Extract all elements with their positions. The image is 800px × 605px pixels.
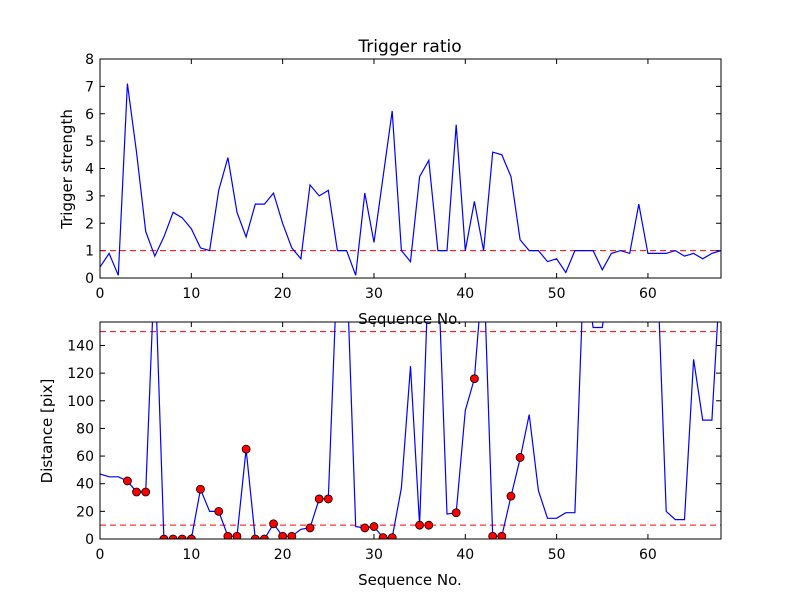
data-point-marker	[177, 534, 187, 539]
plot-frame	[99, 321, 722, 540]
data-point-marker	[515, 453, 525, 462]
x-tick-label: 30	[365, 286, 383, 302]
data-point-marker	[269, 519, 278, 529]
y-axis-ticks: 0 20 40 60 80 100 120 140	[67, 338, 721, 548]
data-point-marker	[232, 531, 242, 539]
plot-frame	[99, 58, 722, 279]
x-tick-label: 20	[274, 547, 292, 563]
x-axis-label: Sequence No.	[358, 571, 462, 589]
x-tick-label: 10	[182, 547, 200, 563]
series-line	[100, 83, 721, 276]
data-point-marker	[497, 531, 507, 539]
data-point-marker	[196, 484, 205, 494]
y-tick-label: 120	[67, 366, 94, 382]
y-tick-label: 140	[67, 338, 94, 354]
data-point-marker	[369, 522, 379, 531]
x-tick-label: 50	[548, 286, 566, 302]
data-point-marker	[132, 487, 141, 497]
y-tick-label: 6	[85, 107, 94, 123]
x-axis-ticks: 0 10 20 30 40 50 60	[96, 322, 657, 563]
data-point-marker	[305, 523, 315, 533]
x-tick-label: 50	[548, 547, 566, 563]
data-point-marker	[323, 494, 333, 504]
markers	[122, 374, 525, 539]
y-tick-label: 0	[85, 271, 94, 287]
series-line	[100, 322, 719, 539]
y-tick-label: 60	[76, 449, 94, 465]
y-tick-label: 100	[67, 394, 94, 410]
data-point-marker	[168, 534, 178, 539]
y-axis-ticks: 0 1 2 3 4 5 6 7 8	[85, 52, 721, 287]
data-point-marker	[186, 534, 196, 539]
data-point-marker	[223, 531, 233, 539]
x-tick-label: 60	[639, 547, 657, 563]
x-tick-label: 40	[456, 547, 474, 563]
data-point-marker	[378, 533, 388, 539]
y-tick-label: 3	[85, 189, 94, 205]
data-point-marker	[214, 506, 224, 516]
data-point-marker	[415, 520, 425, 530]
data-point-marker	[259, 534, 269, 539]
data-point-marker	[250, 534, 260, 539]
data-point-marker	[424, 520, 434, 530]
x-tick-label: 0	[96, 547, 105, 563]
data-point-marker	[159, 534, 169, 539]
y-tick-label: 40	[76, 477, 94, 493]
distance-panel: 0 10 20 30 40 50 60 0 20 40 60 80 100 120 140 Sequenc…	[38, 321, 722, 589]
data-point-marker	[360, 523, 370, 533]
chart-title: Trigger ratio	[357, 37, 461, 57]
x-axis-ticks: 0 10 20 30 40 50 60	[96, 59, 657, 302]
trigger-ratio-panel: Trigger ratio 0 10 20 30 40 50 60 0 1 2 3 4 5 6 7 8 Se…	[58, 37, 722, 328]
data-point-marker	[141, 487, 151, 497]
y-tick-label: 20	[76, 504, 94, 520]
x-tick-label: 40	[456, 286, 474, 302]
data-point-marker	[488, 531, 498, 539]
x-tick-label: 30	[365, 547, 383, 563]
y-axis-label: Trigger strength	[58, 109, 76, 230]
data-point-marker	[241, 444, 251, 454]
y-tick-label: 2	[85, 216, 94, 232]
data-point-marker	[278, 531, 288, 539]
data-point-marker	[314, 494, 324, 504]
y-tick-label: 4	[85, 162, 94, 178]
x-tick-label: 10	[182, 286, 200, 302]
y-tick-label: 1	[85, 244, 94, 260]
x-axis-label: Sequence No.	[358, 310, 462, 328]
y-axis-label: Distance [pix]	[38, 379, 56, 484]
y-tick-label: 0	[85, 532, 94, 548]
x-tick-label: 60	[639, 286, 657, 302]
y-tick-label: 7	[85, 79, 94, 95]
data-point-marker	[470, 374, 479, 384]
y-tick-label: 8	[85, 52, 94, 68]
data-point-marker	[451, 508, 461, 518]
x-tick-label: 20	[274, 286, 292, 302]
data-point-marker	[387, 533, 397, 539]
data-point-marker	[287, 531, 297, 539]
y-tick-label: 5	[85, 134, 94, 150]
data-point-marker	[122, 476, 132, 486]
data-point-marker	[506, 491, 516, 501]
x-tick-label: 0	[96, 286, 105, 302]
y-tick-label: 80	[76, 421, 94, 437]
